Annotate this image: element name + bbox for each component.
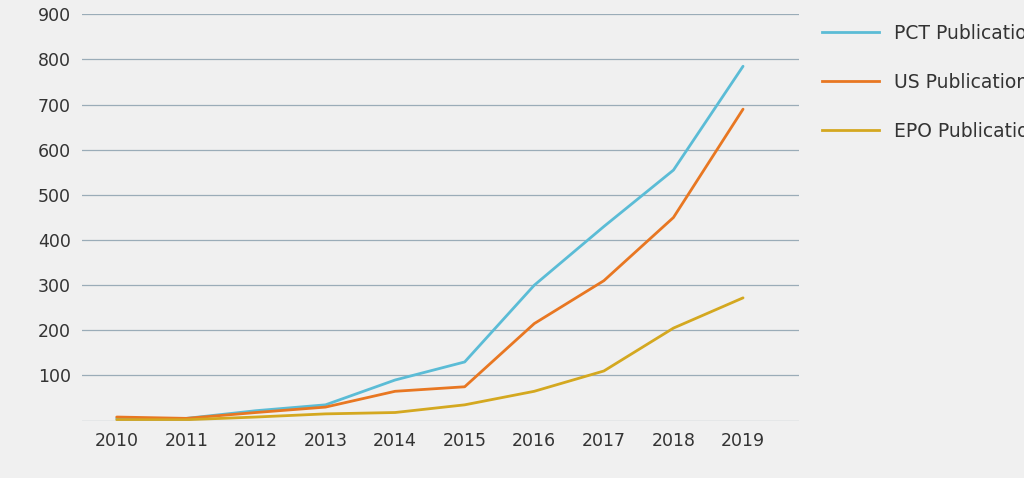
- Legend: PCT Publications, US Publications, EPO Publications: PCT Publications, US Publications, EPO P…: [822, 24, 1024, 141]
